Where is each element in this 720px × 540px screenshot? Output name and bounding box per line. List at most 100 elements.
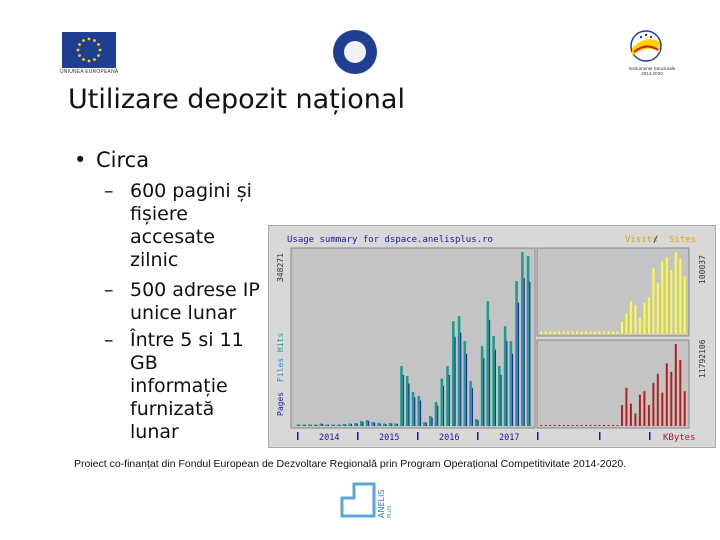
- sub-bullet-line: unice lunar: [130, 302, 237, 324]
- year-tick: [649, 432, 651, 440]
- sub-bullet-line: furnizată: [130, 398, 215, 420]
- chart-bar-accent: [368, 420, 370, 426]
- year-label: 2015: [379, 433, 399, 443]
- chart-bar: [629, 301, 632, 334]
- chart-bar: [598, 425, 601, 426]
- year-tick: [537, 432, 539, 440]
- chart-bar: [515, 281, 518, 426]
- chart-bar: [400, 366, 403, 426]
- eu-star: [87, 59, 91, 63]
- chart-bar: [377, 423, 380, 426]
- chart-bar: [388, 423, 392, 426]
- chart-bar: [585, 425, 588, 426]
- year-tick: [297, 432, 299, 440]
- chart-bar: [452, 321, 455, 426]
- chart-bar: [457, 316, 461, 426]
- chart-bar: [638, 317, 641, 334]
- chart-bar: [558, 425, 561, 426]
- eu-star: [82, 58, 85, 61]
- eu-star: [97, 43, 100, 46]
- chart-bar: [643, 302, 646, 334]
- chart-bar: [621, 405, 623, 426]
- chart-bar: [616, 331, 619, 334]
- chart-bar: [540, 331, 543, 334]
- chart-bar-accent: [466, 353, 468, 426]
- axis-word-files: Files: [276, 358, 285, 382]
- chart-bar-accent: [517, 302, 519, 426]
- chart-bar-accent: [316, 424, 318, 426]
- chart-bar: [616, 425, 619, 426]
- legend-kbytes: KBytes: [663, 433, 696, 443]
- chart-bar-accent: [333, 424, 335, 426]
- chart-bar: [553, 425, 556, 426]
- chart-bar: [607, 425, 610, 426]
- year-label: 2016: [439, 433, 459, 443]
- chart-bar: [365, 420, 369, 426]
- eu-star: [93, 58, 96, 61]
- chart-bar-accent: [420, 400, 422, 426]
- chart-bar: [580, 331, 583, 334]
- chart-bar: [665, 256, 668, 334]
- chart-bar-accent: [460, 332, 462, 426]
- chart-bar: [371, 422, 374, 426]
- chart-bar: [342, 424, 346, 426]
- anelis-plus-logo: ANELIS PLUS: [336, 476, 396, 524]
- chart-bar: [553, 331, 556, 334]
- chart-bar: [585, 331, 588, 334]
- chart-bar: [540, 425, 543, 426]
- chart-bar-accent: [437, 405, 439, 426]
- chart-bar-accent: [529, 281, 531, 426]
- sub-bullet-line: fișiere: [130, 203, 188, 225]
- chart-bar: [638, 394, 641, 426]
- year-tick: [357, 432, 359, 440]
- chart-bar: [670, 270, 673, 334]
- chart-bar: [325, 424, 328, 426]
- chart-bar: [562, 331, 565, 334]
- chart-bar: [498, 366, 501, 426]
- sub-bullet-line: Între 5 si 11: [130, 329, 244, 351]
- chart-bar-accent: [494, 349, 496, 426]
- axis-word-pages: Pages: [276, 392, 285, 416]
- axis-word-hits: Hits: [276, 333, 285, 352]
- chart-bar: [594, 425, 597, 426]
- chart-bar-accent: [397, 423, 398, 426]
- chart-bar: [434, 402, 438, 426]
- chart-bar: [423, 422, 426, 426]
- structural-instruments-caption: Instrumente Structurale 2014-2020: [612, 66, 692, 76]
- chart-bar: [679, 258, 682, 334]
- legend-visits: Visits: [625, 235, 658, 245]
- slide-title: Utilizare depozit național: [68, 84, 405, 115]
- chart-bar-accent: [477, 420, 479, 426]
- chart-bar: [652, 268, 655, 334]
- chart-bar-accent: [454, 336, 456, 426]
- chart-bar: [567, 425, 570, 426]
- chart-bar: [647, 405, 650, 426]
- chart-bar-accent: [362, 421, 364, 426]
- chart-bar: [509, 341, 513, 426]
- chart-bar-accent: [339, 424, 341, 426]
- chart-bar: [647, 297, 650, 334]
- eu-star: [78, 43, 81, 46]
- sub-bullet-line: informație: [130, 375, 228, 397]
- chart-bar: [683, 391, 686, 426]
- chart-bar: [567, 331, 570, 334]
- chart-bar-accent: [512, 353, 514, 426]
- chart-bar-accent: [523, 278, 525, 426]
- legend-sep: /: [653, 235, 658, 245]
- chart-bar-accent: [351, 423, 352, 426]
- chart-bar: [665, 363, 668, 426]
- chart-bar: [359, 421, 363, 426]
- chart-bar: [526, 256, 530, 426]
- chart-bar-accent: [483, 358, 485, 426]
- sub-bullet-dash: –: [104, 329, 114, 351]
- sub-bullet-line: GB: [130, 352, 158, 374]
- chart-bar: [308, 424, 311, 426]
- sub-bullet-ip: – 500 adrese IP unice lunar: [104, 279, 260, 325]
- chart-bar: [683, 276, 686, 334]
- structural-instruments-logo: [624, 28, 668, 64]
- chart-bar: [674, 344, 677, 426]
- chart-bar: [558, 331, 561, 334]
- bullet-main: • Circa: [74, 148, 149, 172]
- chart-bar: [296, 424, 300, 426]
- chart-bar-accent: [310, 424, 312, 426]
